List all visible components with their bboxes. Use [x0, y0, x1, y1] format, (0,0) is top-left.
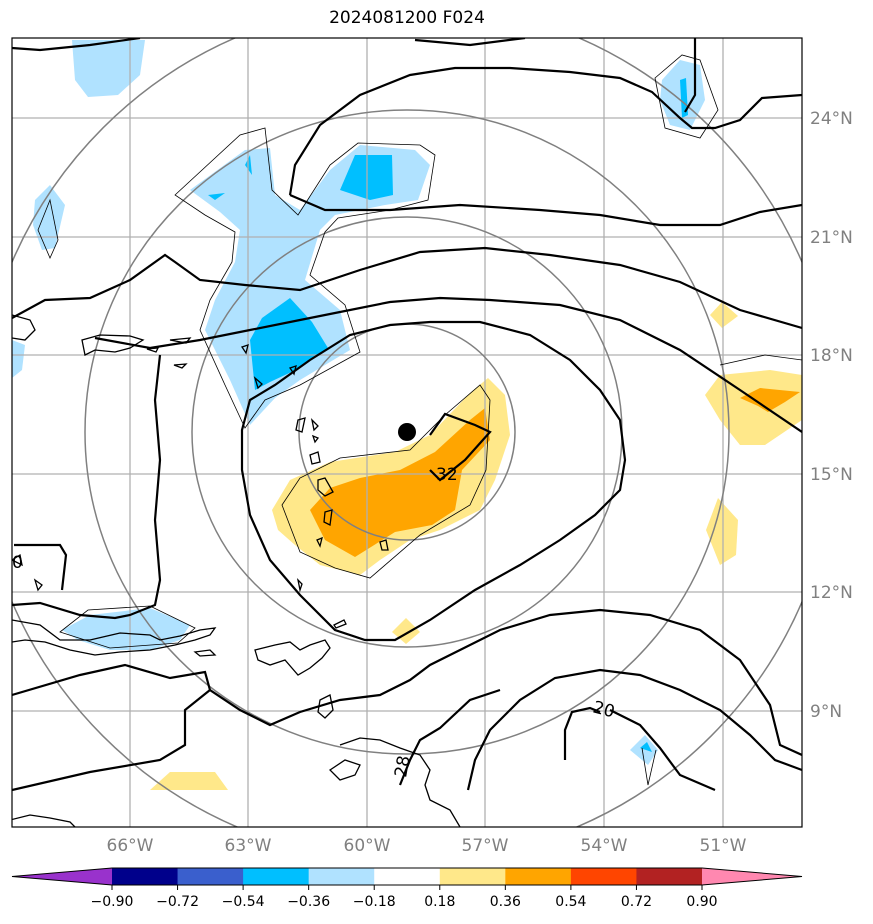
colorbar-tick-label: 0.72: [621, 894, 652, 910]
lat-label-24n: 24°N: [810, 109, 853, 129]
lat-label-12n: 12°N: [810, 583, 853, 603]
colorbar-segment: [374, 868, 441, 885]
lat-label-21n: 21°N: [810, 228, 853, 248]
colorbar-segment: [308, 868, 375, 885]
colorbar-segment: [570, 868, 637, 885]
storm-center-marker: [398, 423, 416, 441]
lon-label-66w: 66°W: [107, 836, 154, 856]
colorbar-tick-label: −0.18: [353, 894, 396, 910]
colorbar-tick-label: 0.36: [490, 894, 521, 910]
latitude-labels: 24°N 21°N 18°N 15°N 12°N 9°N: [810, 109, 853, 722]
colorbar-tick-label: 0.90: [686, 894, 717, 910]
lon-label-63w: 63°W: [225, 836, 272, 856]
colorbar-tick-label: 0.18: [424, 894, 455, 910]
colorbar-extend-high: [702, 868, 802, 885]
lon-label-57w: 57°W: [462, 836, 509, 856]
positive-core-shading: [310, 388, 800, 557]
shading-outlines: [37, 54, 802, 786]
map-plot-area: 32 20 28 0: [12, 38, 802, 827]
map-title: 2024081200 F024: [329, 8, 485, 28]
colorbar-segment: [439, 868, 506, 885]
colorbar-segment: [112, 868, 179, 885]
height-contours: [12, 38, 802, 792]
colorbar-extend-low: [12, 868, 112, 885]
coastlines: [12, 314, 461, 827]
contour-label-20: 20: [591, 698, 617, 723]
negative-shading: [12, 40, 705, 765]
lat-label-9n: 9°N: [810, 702, 842, 722]
lon-label-54w: 54°W: [581, 836, 628, 856]
lat-label-15n: 15°N: [810, 465, 853, 485]
colorbar-segment: [177, 868, 244, 885]
lon-label-51w: 51°W: [700, 836, 747, 856]
contour-label-28: 28: [391, 754, 414, 779]
plot-frame: [11, 37, 803, 828]
colorbar-tick-label: 0.54: [555, 894, 586, 910]
range-rings: [12, 38, 802, 827]
colorbar-segment: [636, 868, 703, 885]
colorbar-segment: [505, 868, 572, 885]
colorbar-tick-label: −0.90: [91, 894, 134, 910]
colorbar: −0.90 −0.72 −0.54 −0.36 −0.18 0.18 0.36 0.54 0.7…: [11, 867, 803, 910]
lat-label-18n: 18°N: [810, 346, 853, 366]
contour-label-32: 32: [436, 465, 458, 485]
contour-label-partial: 0: [12, 553, 23, 573]
colorbar-tick-label: −0.54: [222, 894, 265, 910]
colorbar-tick-label: −0.72: [156, 894, 199, 910]
lon-label-60w: 60°W: [344, 836, 391, 856]
colorbar-segment: [243, 868, 310, 885]
colorbar-tick-label: −0.36: [287, 894, 330, 910]
longitude-labels: 66°W 63°W 60°W 57°W 54°W 51°W: [107, 836, 747, 856]
